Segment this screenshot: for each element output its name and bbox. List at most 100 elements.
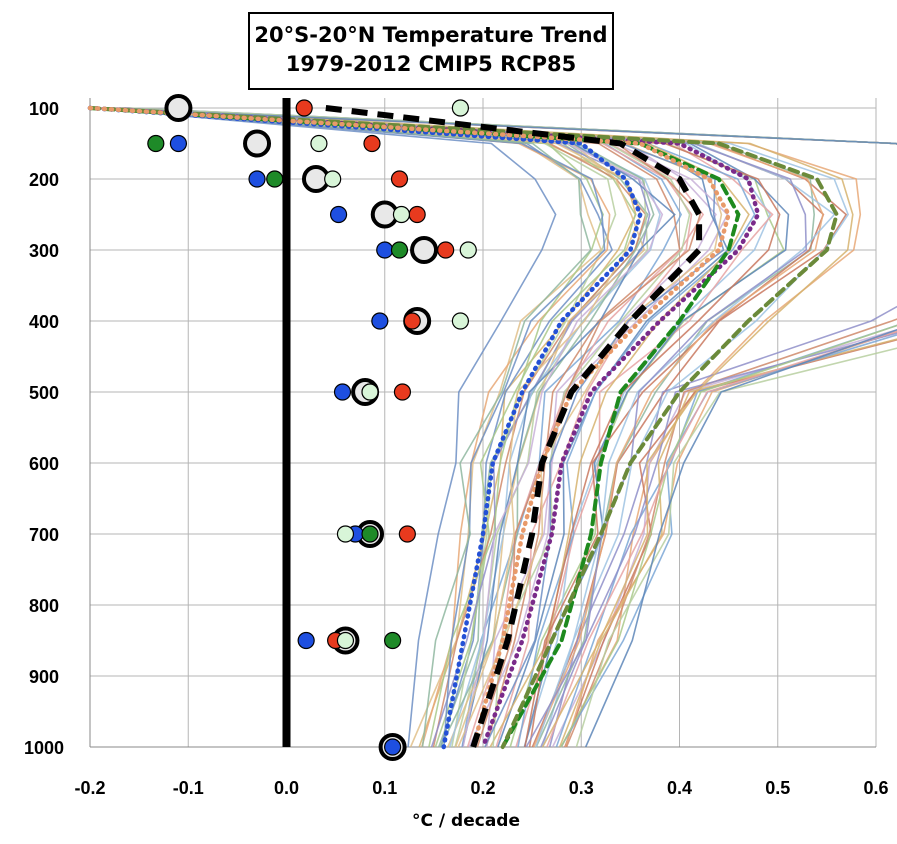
model-line — [98, 107, 897, 748]
model-line — [123, 107, 705, 748]
model-line — [98, 107, 649, 748]
chart-title: 20°S-20°N Temperature Trend — [254, 23, 608, 47]
model-line — [94, 107, 606, 748]
y-tick-label: 900 — [29, 667, 59, 687]
observation-ring-marker — [410, 236, 439, 264]
x-tick-label: 0.4 — [667, 778, 692, 798]
model-line — [93, 107, 557, 748]
highlight-line — [87, 105, 643, 750]
model-line — [110, 107, 655, 748]
observation-marker — [392, 205, 411, 224]
highlight-lines — [87, 105, 839, 750]
model-line — [125, 107, 756, 748]
y-tick-label: 600 — [29, 454, 59, 474]
y-tick-labels: 100 200 300 400 500 600 700 800 900 1000 — [24, 99, 64, 758]
x-tick-labels: -0.2 -0.1 0.0 0.1 0.2 0.3 0.4 0.5 0.6 — [74, 778, 888, 798]
model-line — [90, 107, 729, 748]
model-line — [119, 107, 808, 748]
model-line — [94, 107, 683, 748]
x-tick-label: 0.6 — [863, 778, 888, 798]
model-line — [96, 107, 781, 748]
observation-marker — [295, 99, 313, 117]
observation-marker — [384, 738, 402, 756]
model-line — [114, 107, 617, 748]
x-axis-label: °C / decade — [412, 811, 520, 831]
observation-marker — [408, 205, 426, 224]
highlight-line — [88, 106, 839, 749]
model-line — [122, 107, 854, 748]
model-line — [101, 107, 691, 748]
observation-marker — [361, 525, 379, 543]
observation-marker — [437, 241, 455, 259]
observation-markers — [147, 94, 477, 761]
observation-marker — [459, 241, 477, 259]
observation-marker — [297, 631, 315, 650]
observation-marker — [390, 241, 409, 259]
model-line — [124, 107, 897, 748]
x-tick-label: 0.2 — [470, 778, 495, 798]
observation-marker — [384, 631, 402, 650]
ensemble-mean-group — [325, 105, 703, 748]
model-line — [99, 107, 604, 748]
observation-marker — [324, 170, 342, 188]
x-tick-label: -0.2 — [74, 778, 105, 798]
model-line — [97, 107, 897, 748]
model-line — [94, 107, 637, 748]
y-tick-label: 200 — [29, 170, 59, 190]
y-tick-label: 700 — [29, 525, 59, 545]
chart-subtitle: 1979-2012 CMIP5 RCP85 — [285, 52, 577, 76]
model-line — [127, 107, 750, 748]
observation-ring-marker — [164, 94, 193, 122]
model-line — [93, 107, 785, 748]
observation-marker — [451, 99, 470, 117]
observation-marker — [329, 205, 348, 224]
model-line — [93, 107, 897, 748]
x-tick-label: 0.0 — [274, 778, 299, 798]
ensemble-mean-line — [325, 105, 703, 748]
highlight-line — [87, 105, 732, 750]
model-line — [126, 107, 897, 748]
highlight-line — [87, 105, 761, 750]
model-line — [129, 107, 897, 748]
observation-marker — [393, 383, 412, 401]
y-tick-label: 400 — [29, 312, 59, 332]
y-tick-label: 1000 — [24, 738, 64, 758]
observation-marker — [310, 134, 328, 153]
observation-marker — [266, 170, 284, 188]
model-line — [128, 107, 897, 748]
model-line — [107, 107, 897, 748]
model-line — [104, 107, 592, 748]
model-line — [112, 107, 897, 748]
x-tick-label: 0.3 — [569, 778, 594, 798]
observation-marker — [248, 170, 266, 188]
model-line — [92, 107, 862, 748]
observation-marker — [361, 383, 379, 401]
y-tick-label: 100 — [29, 99, 59, 119]
observation-marker — [333, 383, 352, 401]
model-line — [113, 107, 774, 748]
model-line — [91, 107, 717, 748]
observation-marker — [169, 134, 188, 153]
x-tick-label: -0.1 — [173, 778, 204, 798]
x-tick-label: 0.1 — [372, 778, 397, 798]
observation-marker — [376, 241, 394, 259]
model-line — [115, 107, 897, 748]
model-line — [108, 107, 836, 748]
observation-marker — [398, 525, 416, 543]
observation-marker — [371, 312, 389, 330]
observation-marker — [336, 631, 355, 650]
model-line — [114, 107, 642, 748]
observation-marker — [363, 134, 381, 153]
y-tick-label: 500 — [29, 383, 59, 403]
model-line — [128, 107, 611, 748]
x-tick-label: 0.5 — [765, 778, 790, 798]
model-line — [96, 107, 897, 748]
model-line — [124, 107, 849, 748]
model-lines — [90, 107, 897, 748]
observation-ring-marker — [243, 129, 272, 158]
observation-marker — [403, 312, 421, 330]
observation-marker — [147, 134, 165, 153]
observation-marker — [336, 525, 355, 543]
model-line — [97, 107, 664, 748]
